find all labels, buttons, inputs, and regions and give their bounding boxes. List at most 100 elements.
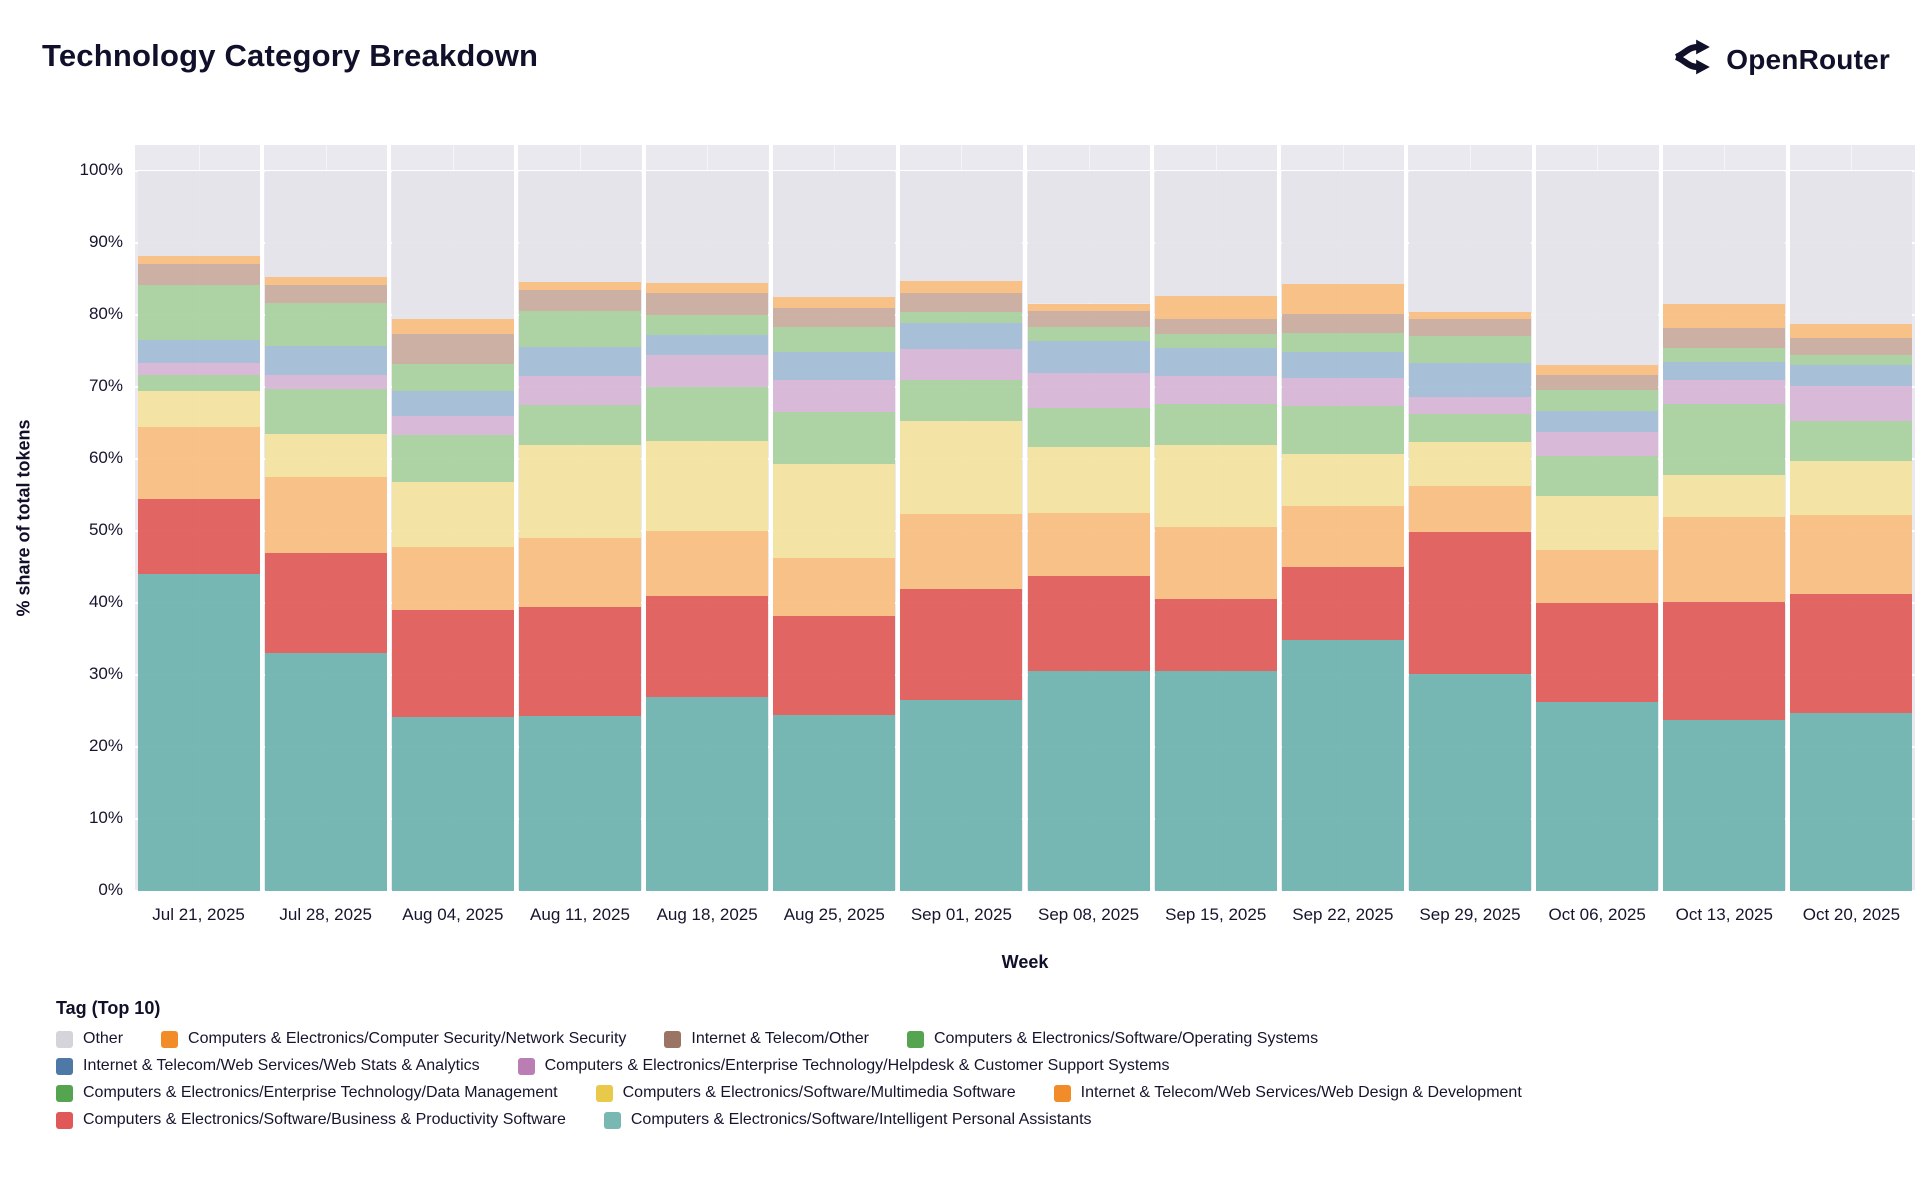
bar-segment[interactable]: [1027, 171, 1150, 304]
bar-segment[interactable]: [1154, 526, 1277, 600]
bar-segment[interactable]: [1281, 377, 1404, 406]
bar-segment[interactable]: [518, 289, 642, 312]
bar-segment[interactable]: [646, 387, 769, 441]
bar-segment[interactable]: [773, 379, 896, 413]
bar-segment[interactable]: [773, 327, 896, 353]
bar-segment[interactable]: [646, 282, 769, 294]
bar-segment[interactable]: [518, 606, 642, 717]
legend-item[interactable]: Computers & Electronics/Enterprise Techn…: [517, 1057, 1170, 1075]
bar-segment[interactable]: [264, 345, 387, 375]
bar-segment[interactable]: [1154, 348, 1277, 377]
bar-segment[interactable]: [1154, 319, 1277, 335]
bar-segment[interactable]: [1154, 403, 1277, 446]
bar-segment[interactable]: [773, 714, 896, 891]
bar-segment[interactable]: [1663, 379, 1786, 405]
bar-segment[interactable]: [1663, 720, 1786, 891]
bar-segment[interactable]: [1281, 639, 1404, 891]
legend-item[interactable]: Internet & Telecom/Web Services/Web Stat…: [56, 1057, 480, 1075]
bar-segment[interactable]: [137, 390, 260, 427]
bar-segment[interactable]: [1790, 461, 1913, 516]
bar-segment[interactable]: [1281, 284, 1404, 314]
bar-segment[interactable]: [137, 374, 260, 391]
legend-item[interactable]: Computers & Electronics/Computer Securit…: [161, 1030, 626, 1048]
bar-segment[interactable]: [391, 435, 514, 483]
bar-segment[interactable]: [391, 415, 514, 436]
bar-segment[interactable]: [900, 312, 1023, 323]
bar-segment[interactable]: [1790, 420, 1913, 462]
bar-segment[interactable]: [1281, 313, 1404, 333]
bar-segment[interactable]: [773, 615, 896, 715]
bar-segment[interactable]: [1027, 671, 1150, 891]
bar-segment[interactable]: [646, 335, 769, 356]
bar-segment[interactable]: [1663, 474, 1786, 517]
bar-segment[interactable]: [646, 171, 769, 283]
bar-segment[interactable]: [518, 444, 642, 539]
bar-segment[interactable]: [1027, 373, 1150, 408]
bar-segment[interactable]: [264, 433, 387, 477]
bar-segment[interactable]: [1281, 453, 1404, 506]
bar-segment[interactable]: [1408, 485, 1532, 533]
legend-item[interactable]: Computers & Electronics/Software/Operati…: [906, 1030, 1318, 1048]
bar-segment[interactable]: [137, 284, 260, 341]
bar-segment[interactable]: [1663, 361, 1786, 380]
bar-segment[interactable]: [264, 284, 387, 303]
bar-segment[interactable]: [1790, 338, 1913, 356]
bar-segment[interactable]: [1790, 365, 1913, 387]
bar-segment[interactable]: [518, 405, 642, 445]
bar-segment[interactable]: [391, 482, 514, 547]
bar-segment[interactable]: [1154, 445, 1277, 527]
bar-segment[interactable]: [646, 315, 769, 336]
bar-segment[interactable]: [1027, 340, 1150, 374]
bar-segment[interactable]: [1408, 414, 1532, 442]
bar-segment[interactable]: [773, 464, 896, 558]
bar-segment[interactable]: [1154, 296, 1277, 320]
bar-segment[interactable]: [646, 293, 769, 315]
bar-segment[interactable]: [646, 355, 769, 387]
bar-segment[interactable]: [518, 538, 642, 607]
bar-segment[interactable]: [646, 441, 769, 531]
bar-segment[interactable]: [1281, 333, 1404, 352]
bar-segment[interactable]: [264, 302, 387, 346]
bar-segment[interactable]: [773, 171, 896, 297]
bar-segment[interactable]: [1027, 407, 1150, 448]
bar-segment[interactable]: [137, 263, 260, 285]
bar-segment[interactable]: [1154, 599, 1277, 671]
bar-segment[interactable]: [137, 498, 260, 575]
bar-segment[interactable]: [1536, 496, 1659, 550]
bar-segment[interactable]: [1408, 335, 1532, 363]
bar-segment[interactable]: [391, 171, 514, 320]
bar-segment[interactable]: [1027, 447, 1150, 513]
legend-item[interactable]: Computers & Electronics/Software/Intelli…: [603, 1111, 1092, 1129]
bar-segment[interactable]: [1154, 334, 1277, 349]
bar-segment[interactable]: [1790, 593, 1913, 714]
bar-segment[interactable]: [1663, 348, 1786, 362]
bar-segment[interactable]: [1408, 532, 1532, 675]
bar-segment[interactable]: [1536, 603, 1659, 702]
bar-segment[interactable]: [137, 426, 260, 499]
bar-segment[interactable]: [137, 574, 260, 891]
bar-segment[interactable]: [900, 281, 1023, 294]
bar-segment[interactable]: [773, 352, 896, 380]
bar-segment[interactable]: [518, 281, 642, 290]
bar-segment[interactable]: [1663, 304, 1786, 328]
bar-segment[interactable]: [1154, 670, 1277, 891]
bar-segment[interactable]: [264, 276, 387, 285]
bar-segment[interactable]: [646, 531, 769, 596]
bar-segment[interactable]: [900, 588, 1023, 701]
bar-segment[interactable]: [518, 716, 642, 891]
bar-segment[interactable]: [264, 477, 387, 553]
bar-segment[interactable]: [900, 379, 1023, 421]
bar-segment[interactable]: [1281, 567, 1404, 640]
bar-segment[interactable]: [1790, 515, 1913, 594]
legend-item[interactable]: Computers & Electronics/Enterprise Techn…: [56, 1084, 558, 1102]
bar-segment[interactable]: [900, 348, 1023, 380]
bar-segment[interactable]: [137, 363, 260, 375]
bar-segment[interactable]: [900, 322, 1023, 349]
bar-segment[interactable]: [1536, 431, 1659, 457]
bar-segment[interactable]: [1663, 601, 1786, 721]
bar-segment[interactable]: [391, 319, 514, 335]
bar-segment[interactable]: [1790, 355, 1913, 366]
bar-segment[interactable]: [1663, 404, 1786, 475]
bar-segment[interactable]: [900, 171, 1023, 282]
bar-segment[interactable]: [1027, 575, 1150, 672]
